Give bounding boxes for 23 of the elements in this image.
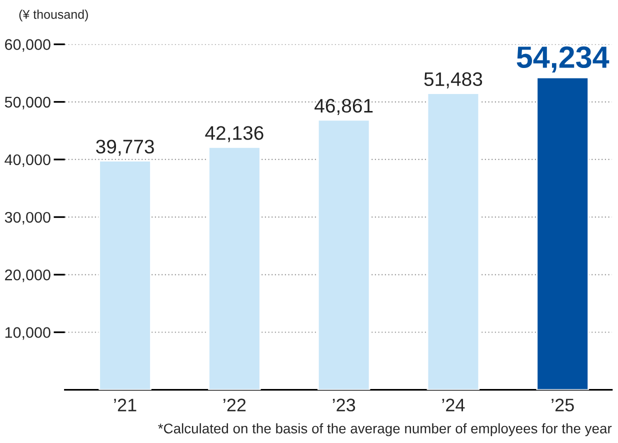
data-label: 39,773	[96, 140, 154, 156]
data-label: 42,136	[205, 126, 264, 142]
x-tick-label: ’23	[332, 398, 356, 412]
y-tick-label: 40,000	[4, 154, 50, 167]
bar	[98, 160, 152, 390]
bar	[208, 146, 261, 390]
x-tick-label: ’21	[114, 398, 136, 412]
y-tick-label: 60,000	[5, 39, 50, 52]
y-tick-label: 10,000	[5, 327, 50, 340]
x-tick-label: ’25	[552, 398, 574, 412]
x-tick-label: ’24	[442, 398, 465, 412]
text: *Calculated on the basis of the average number of employees for the year	[158, 423, 612, 436]
y-axis-title: (¥ thousand)	[19, 10, 88, 22]
y-tick-label: 20,000	[5, 270, 50, 282]
data-label: 54,234	[516, 46, 610, 72]
data-label: 51,483	[424, 72, 482, 88]
y-tick-label: 50,000	[4, 96, 50, 110]
data-label: 46,861	[314, 98, 373, 115]
bar	[426, 92, 480, 390]
y-tick-label: 30,000	[4, 212, 50, 225]
bar	[536, 76, 589, 390]
x-tick-label: ’22	[224, 398, 246, 412]
bar	[317, 119, 370, 390]
